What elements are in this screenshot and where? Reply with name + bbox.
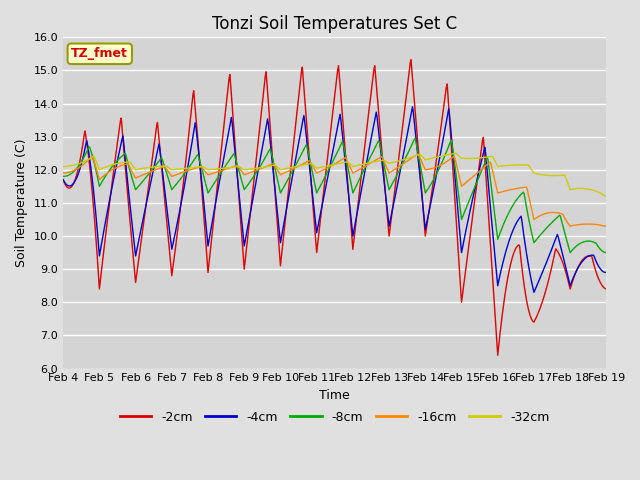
-4cm xyxy=(179,194,186,200)
-4cm xyxy=(380,169,387,175)
-8cm xyxy=(554,215,561,220)
-8cm xyxy=(60,174,67,180)
-16cm xyxy=(566,223,574,229)
-32cm xyxy=(602,193,610,199)
-16cm xyxy=(202,169,209,175)
Title: Tonzi Soil Temperatures Set C: Tonzi Soil Temperatures Set C xyxy=(212,15,458,33)
-8cm xyxy=(202,181,209,187)
-2cm xyxy=(380,163,387,168)
-4cm xyxy=(326,162,334,168)
-32cm xyxy=(380,157,387,163)
-4cm xyxy=(433,167,441,173)
-2cm xyxy=(202,239,209,244)
-32cm xyxy=(202,166,209,171)
-32cm xyxy=(179,166,186,171)
-8cm xyxy=(566,250,574,255)
-16cm xyxy=(179,169,186,175)
-32cm xyxy=(326,162,334,168)
-16cm xyxy=(60,170,67,176)
-32cm xyxy=(452,150,460,156)
-16cm xyxy=(326,164,334,169)
-16cm xyxy=(554,210,561,216)
-8cm xyxy=(411,136,419,142)
-32cm xyxy=(554,173,561,179)
-2cm xyxy=(433,150,441,156)
-16cm xyxy=(602,223,610,229)
-2cm xyxy=(494,352,502,358)
-2cm xyxy=(60,177,67,182)
-4cm xyxy=(408,104,416,109)
-32cm xyxy=(433,154,440,160)
Text: TZ_fmet: TZ_fmet xyxy=(71,47,128,60)
-4cm xyxy=(530,289,538,295)
-4cm xyxy=(554,234,562,240)
-16cm xyxy=(380,156,387,162)
-8cm xyxy=(380,157,387,163)
-4cm xyxy=(602,270,610,276)
-16cm xyxy=(433,164,441,169)
-4cm xyxy=(202,219,209,225)
Line: -8cm: -8cm xyxy=(63,139,606,252)
Y-axis label: Soil Temperature (C): Soil Temperature (C) xyxy=(15,139,28,267)
-2cm xyxy=(602,286,610,292)
Legend: -2cm, -4cm, -8cm, -16cm, -32cm: -2cm, -4cm, -8cm, -16cm, -32cm xyxy=(115,406,555,429)
Line: -32cm: -32cm xyxy=(63,153,606,196)
-4cm xyxy=(60,177,67,182)
Line: -16cm: -16cm xyxy=(63,154,606,226)
-8cm xyxy=(179,174,186,180)
-8cm xyxy=(326,164,334,169)
Line: -4cm: -4cm xyxy=(63,107,606,292)
-8cm xyxy=(602,250,610,255)
-2cm xyxy=(326,131,334,137)
-2cm xyxy=(407,57,415,62)
-2cm xyxy=(554,250,562,255)
-2cm xyxy=(179,189,186,194)
X-axis label: Time: Time xyxy=(319,389,350,402)
-16cm xyxy=(414,151,422,157)
Line: -2cm: -2cm xyxy=(63,60,606,355)
-8cm xyxy=(433,169,441,175)
-32cm xyxy=(60,164,67,169)
